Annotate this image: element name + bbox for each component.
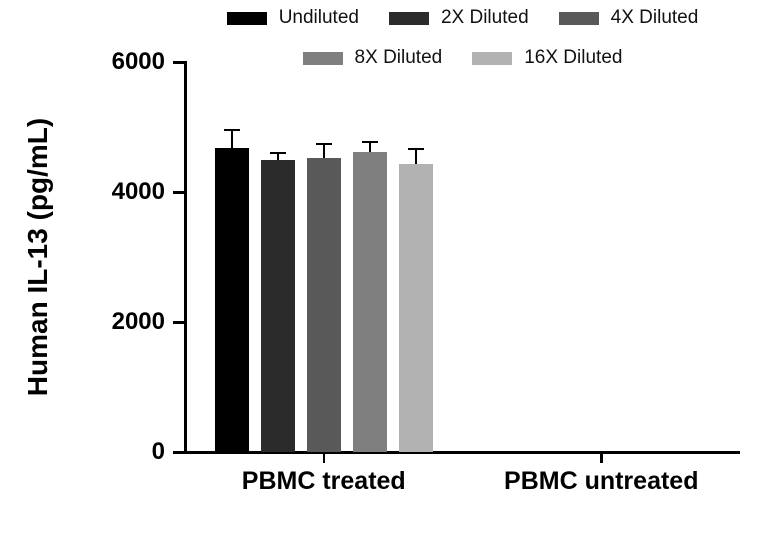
error-bar-line	[414, 148, 417, 165]
legend-swatch	[472, 51, 513, 65]
bar-undiluted	[214, 147, 249, 452]
error-bar-line	[276, 153, 279, 161]
legend-swatch	[226, 11, 267, 25]
x-axis-label: PBMC treated	[241, 467, 406, 495]
legend-item-4x-diluted: 4X Diluted	[558, 7, 699, 28]
legend-label: 16X Diluted	[524, 47, 623, 68]
legend-item-8x-diluted: 8X Diluted	[302, 47, 443, 68]
legend-swatch	[388, 11, 429, 25]
bar-4x-diluted	[306, 158, 341, 452]
error-bar-cap	[361, 140, 378, 144]
y-axis-tick-label: 0	[151, 438, 165, 465]
bar-8x-diluted	[352, 151, 387, 452]
error-bar-cap	[223, 128, 240, 132]
error-bar-cap	[315, 142, 332, 146]
chart-legend: Undiluted 2X Diluted 4X Diluted 8X Diluted 1…	[185, 8, 740, 88]
y-axis-tick	[173, 190, 185, 194]
x-axis-line	[183, 450, 740, 454]
x-axis-tick	[322, 453, 325, 463]
error-bar-line	[322, 143, 325, 159]
bar-2x-diluted	[260, 160, 295, 452]
legend-row: 8X Diluted 16X Diluted	[185, 48, 740, 68]
error-bar-cap	[269, 151, 286, 155]
y-axis-tick	[173, 60, 185, 64]
x-axis-label: PBMC untreated	[504, 467, 699, 495]
legend-label: 8X Diluted	[354, 47, 443, 68]
y-axis-line	[183, 60, 187, 454]
error-bar-line	[230, 129, 233, 148]
y-axis-tick	[173, 320, 185, 324]
legend-swatch	[558, 11, 599, 25]
legend-swatch	[302, 51, 343, 65]
legend-label: 2X Diluted	[440, 7, 529, 28]
x-axis-tick	[600, 453, 603, 463]
legend-label: Undiluted	[278, 7, 359, 28]
bar-16x-diluted	[398, 164, 433, 452]
y-axis-tick-label: 4000	[111, 178, 165, 205]
y-axis-title: Human IL-13 (pg/mL)	[22, 117, 53, 397]
y-axis-tick-label: 2000	[111, 308, 165, 335]
legend-item-16x-diluted: 16X Diluted	[472, 48, 622, 68]
y-axis-tick-label: 6000	[111, 48, 165, 75]
legend-item-2x-diluted: 2X Diluted	[388, 7, 529, 28]
error-bar-line	[368, 141, 371, 152]
legend-row: Undiluted 2X Diluted 4X Diluted	[185, 8, 740, 28]
error-bar-cap	[407, 147, 424, 151]
y-axis-tick	[173, 450, 185, 454]
legend-item-undiluted: Undiluted	[226, 7, 359, 28]
legend-label: 4X Diluted	[610, 7, 699, 28]
